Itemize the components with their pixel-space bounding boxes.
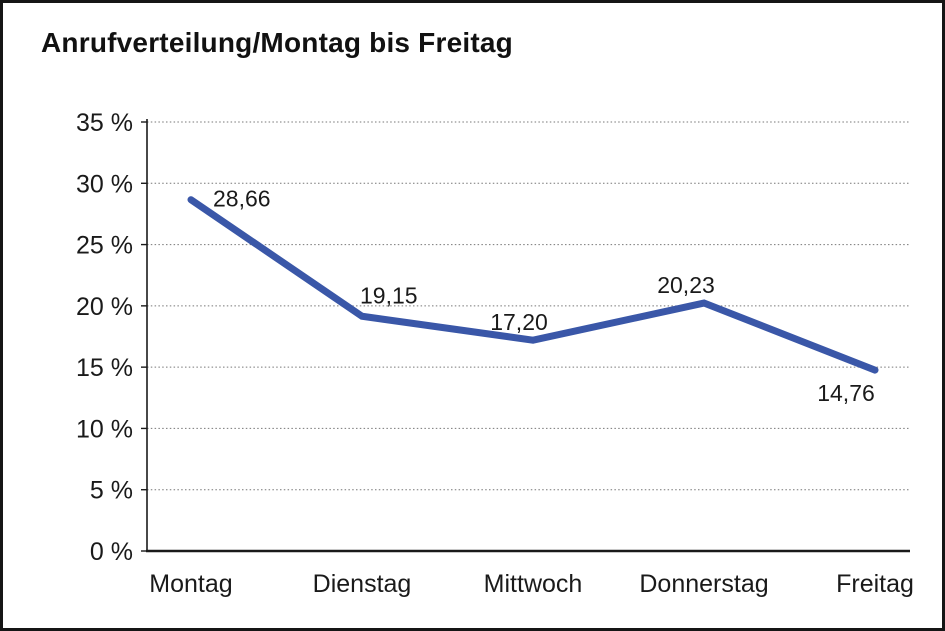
x-category-label: Freitag: [836, 570, 914, 598]
x-category-label: Mittwoch: [484, 570, 583, 598]
y-tick-label: 20 %: [76, 293, 133, 321]
y-tick-label: 15 %: [76, 354, 133, 382]
data-point-label: 17,20: [490, 309, 548, 335]
data-point-label: 14,76: [817, 380, 875, 406]
data-point-label: 28,66: [213, 186, 271, 212]
y-tick-label: 10 %: [76, 415, 133, 443]
data-point-label: 19,15: [360, 282, 418, 308]
y-tick-label: 0 %: [90, 538, 133, 566]
x-category-label: Donnerstag: [639, 570, 768, 598]
line-chart: 0 % 5 % 10 % 15 % 20 % 25 % 30 % 35 % Montag Dien…: [76, 109, 914, 598]
x-category-label: Dienstag: [313, 570, 412, 598]
data-point-label: 20,23: [657, 272, 715, 298]
x-category-label: Montag: [149, 570, 232, 598]
y-tick-label: 5 %: [90, 477, 133, 505]
y-tick-label: 25 %: [76, 232, 133, 260]
chart-title: Anrufverteilung/Montag bis Freitag: [41, 27, 513, 58]
y-tick-label: 30 %: [76, 170, 133, 198]
y-tick-label: 35 %: [76, 109, 133, 137]
data-series-line: [187, 196, 879, 374]
